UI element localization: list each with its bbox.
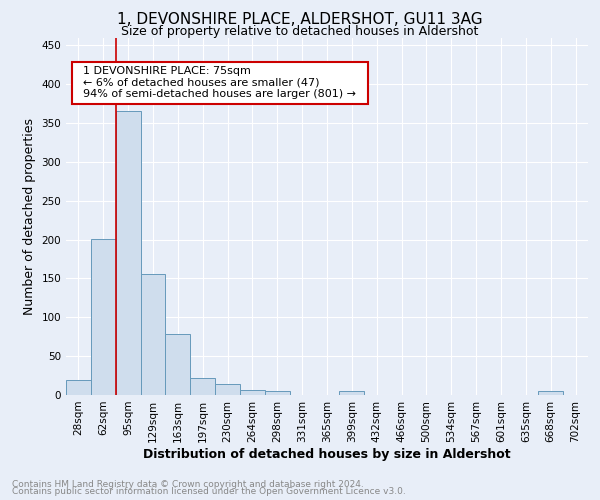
- Y-axis label: Number of detached properties: Number of detached properties: [23, 118, 36, 315]
- Bar: [66, 380, 91, 395]
- Bar: [215, 384, 240, 395]
- Bar: [265, 391, 290, 395]
- Text: 1 DEVONSHIRE PLACE: 75sqm  
  ← 6% of detached houses are smaller (47)  
  94% o: 1 DEVONSHIRE PLACE: 75sqm ← 6% of detach…: [76, 66, 364, 100]
- Bar: [340, 391, 364, 395]
- Bar: [190, 378, 215, 395]
- Bar: [116, 110, 140, 395]
- Text: Contains public sector information licensed under the Open Government Licence v3: Contains public sector information licen…: [12, 487, 406, 496]
- Bar: [166, 334, 190, 395]
- Text: 1, DEVONSHIRE PLACE, ALDERSHOT, GU11 3AG: 1, DEVONSHIRE PLACE, ALDERSHOT, GU11 3AG: [117, 12, 483, 28]
- Text: Contains HM Land Registry data © Crown copyright and database right 2024.: Contains HM Land Registry data © Crown c…: [12, 480, 364, 489]
- Bar: [240, 390, 265, 395]
- Bar: [538, 391, 563, 395]
- X-axis label: Distribution of detached houses by size in Aldershot: Distribution of detached houses by size …: [143, 448, 511, 460]
- Text: Size of property relative to detached houses in Aldershot: Size of property relative to detached ho…: [121, 25, 479, 38]
- Bar: [140, 274, 166, 395]
- Bar: [91, 239, 116, 395]
